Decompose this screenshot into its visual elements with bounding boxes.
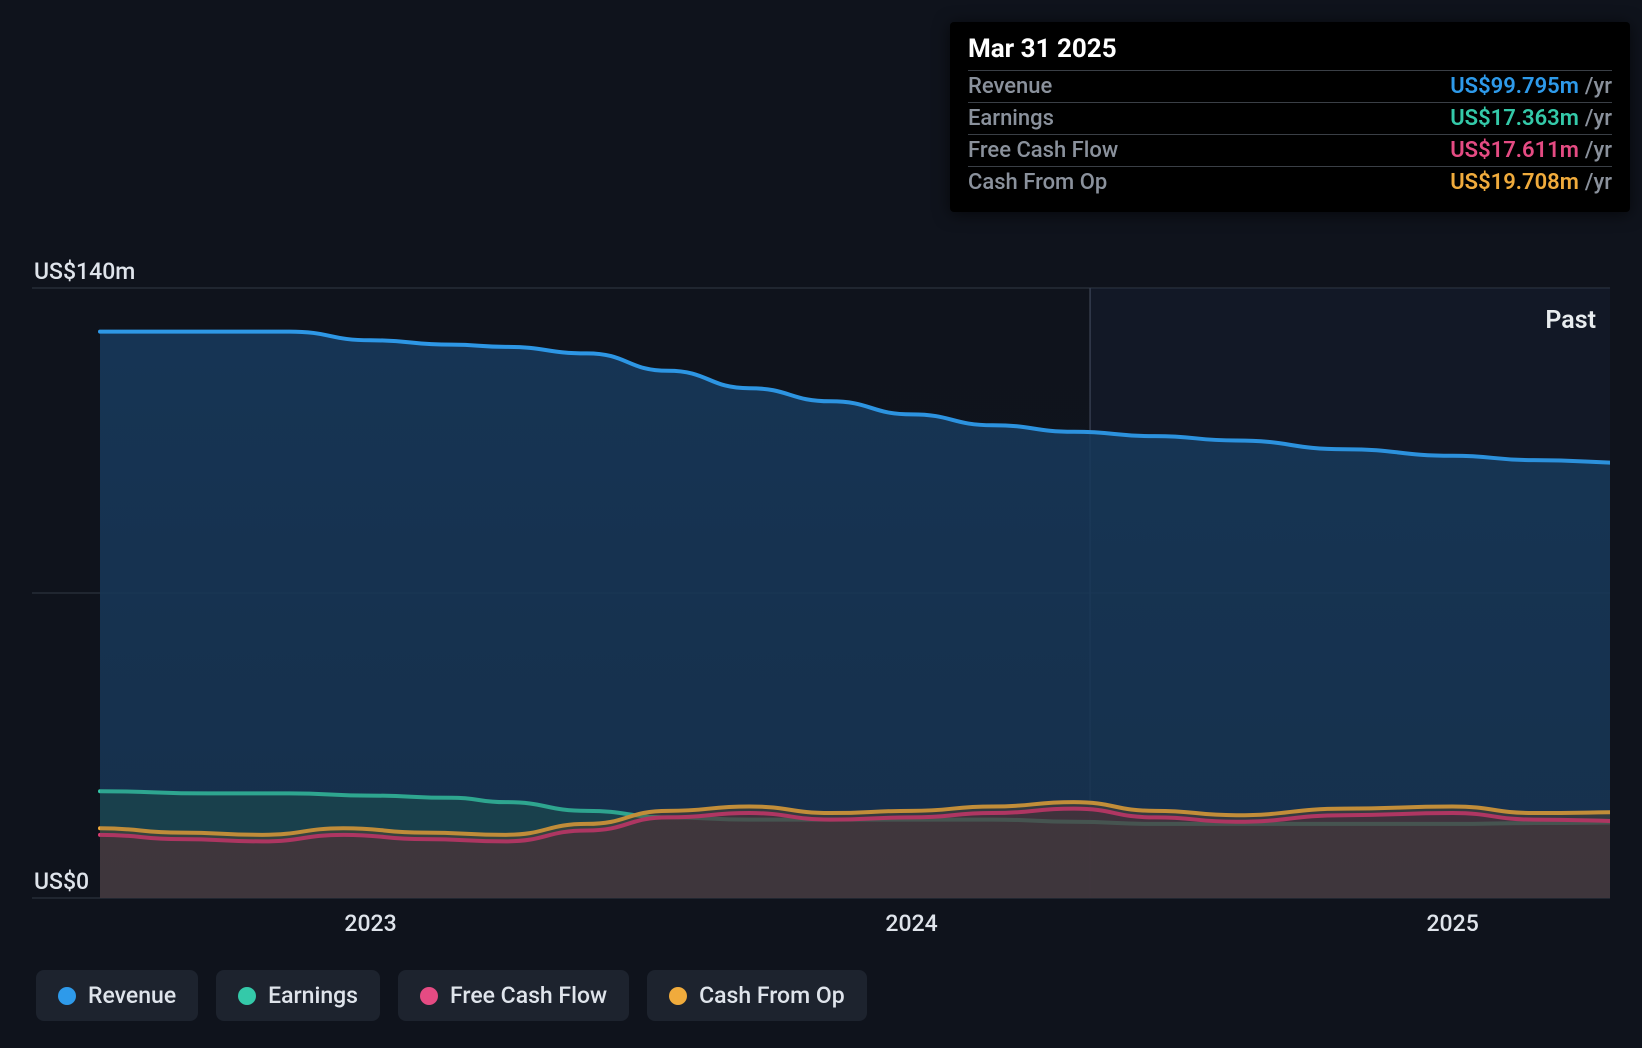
legend-dot-icon	[420, 987, 438, 1005]
tooltip-row-value: US$17.611m	[1450, 138, 1579, 163]
legend-label: Revenue	[88, 982, 176, 1009]
y-axis-label: US$140m	[34, 258, 135, 285]
tooltip-row-value: US$19.708m	[1450, 170, 1579, 195]
x-axis-label: 2024	[885, 910, 937, 937]
tooltip-row-label: Earnings	[968, 106, 1054, 131]
tooltip-row-unit: /yr	[1585, 106, 1612, 131]
legend-item[interactable]: Earnings	[216, 970, 380, 1021]
legend-label: Earnings	[268, 982, 358, 1009]
legend-label: Cash From Op	[699, 982, 845, 1009]
tooltip-row-value: US$99.795m	[1450, 74, 1579, 99]
legend-dot-icon	[238, 987, 256, 1005]
y-axis-label: US$0	[34, 868, 89, 895]
chart-container: Past Mar 31 2025 RevenueUS$99.795m/yrEar…	[0, 0, 1642, 1048]
x-axis-label: 2025	[1426, 910, 1478, 937]
tooltip-row: Revenue US$99.795m/yr	[968, 70, 1612, 102]
legend-label: Free Cash Flow	[450, 982, 607, 1009]
legend-item[interactable]: Revenue	[36, 970, 198, 1021]
legend-dot-icon	[58, 987, 76, 1005]
tooltip-date: Mar 31 2025	[968, 34, 1612, 70]
tooltip-row-value: US$17.363m	[1450, 106, 1579, 131]
past-label: Past	[1545, 306, 1596, 335]
legend-item[interactable]: Free Cash Flow	[398, 970, 629, 1021]
tooltip-row: Free Cash Flow US$17.611m/yr	[968, 134, 1612, 166]
tooltip-row-label: Free Cash Flow	[968, 138, 1118, 163]
tooltip-rows: Revenue US$99.795m/yr Earnings US$17.363m/y…	[968, 70, 1612, 198]
legend-dot-icon	[669, 987, 687, 1005]
x-axis-label: 2023	[344, 910, 396, 937]
tooltip-row-unit: /yr	[1585, 170, 1612, 195]
chart-legend: Revenue Earnings Free Cash Flow Cash From O…	[36, 970, 867, 1021]
tooltip-row-unit: /yr	[1585, 138, 1612, 163]
hover-tooltip: Mar 31 2025 RevenueUS$99.795m/yrEarnings…	[950, 22, 1630, 212]
legend-item[interactable]: Cash From Op	[647, 970, 867, 1021]
tooltip-row: Earnings US$17.363m/yr	[968, 102, 1612, 134]
tooltip-row-label: Revenue	[968, 74, 1052, 99]
tooltip-row: Cash From Op US$19.708m/yr	[968, 166, 1612, 198]
tooltip-row-unit: /yr	[1585, 74, 1612, 99]
tooltip-row-label: Cash From Op	[968, 170, 1107, 195]
